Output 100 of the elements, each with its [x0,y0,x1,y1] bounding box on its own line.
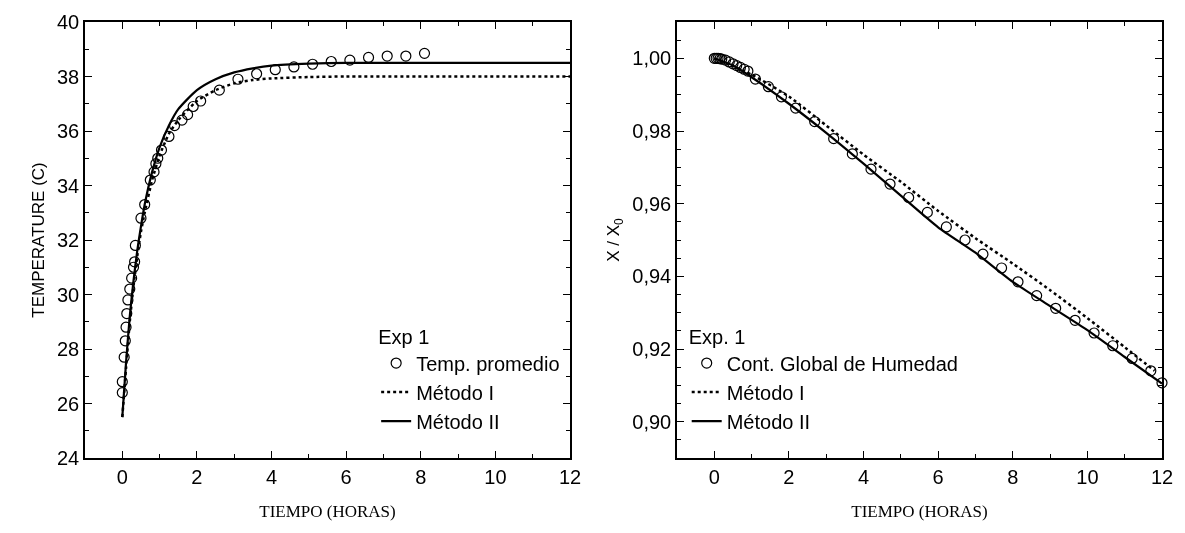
point [150,158,162,170]
point [121,307,133,320]
x-tick-label: 6 [932,465,944,488]
point [775,91,788,103]
point [940,221,952,233]
y-axis-title: TEMPERATURE (C) [29,162,49,318]
point [152,152,164,164]
point [124,283,136,295]
x-tick-label: 4 [857,465,870,488]
point [903,191,915,204]
point [727,58,739,70]
point [148,166,160,178]
point [119,335,131,347]
y-tick-label: 38 [57,65,80,88]
x-tick-label: 6 [340,465,352,488]
point [738,63,750,75]
point [1088,327,1100,339]
point [846,148,858,160]
legend-title: Exp 1 [378,325,430,348]
y-tick-label: 28 [57,338,80,360]
y-tick-label: 24 [57,447,80,469]
point [120,321,132,333]
point [306,58,319,70]
point [1107,340,1119,352]
x-tick-label: 0 [708,465,720,488]
legend-label: Método II [726,410,811,433]
point [269,64,281,76]
point [884,178,896,190]
x-axis-title: TIEMPO (HORAS) [851,501,988,521]
y-tick-label: 0,98 [632,120,672,142]
point [116,376,128,388]
point [127,261,140,273]
x-tick-label: 8 [415,465,427,488]
legend-label: Método II [416,410,500,433]
point [959,234,971,246]
y-tick-label: 34 [57,174,80,197]
y-tick-label: 36 [57,120,80,142]
point [734,61,747,74]
y-tick-label: 0,94 [632,265,672,288]
point [723,56,735,68]
point [1145,365,1157,377]
point [213,84,225,96]
point [163,130,175,143]
y-tick-label: 1,00 [632,47,672,70]
point [144,174,156,186]
point [762,81,774,93]
point [1012,276,1024,288]
point [187,100,199,113]
x-tick-label: 10 [484,465,507,488]
point [155,144,168,156]
y-tick-label: 0,96 [632,192,672,215]
legend-label: Cont. Global de Humedad [726,352,958,375]
point [182,109,194,121]
x-tick-label: 8 [1007,465,1019,488]
x-tick-label: 12 [558,465,582,488]
point [400,50,412,62]
legend-title: Exp. 1 [688,325,746,348]
point [344,54,356,66]
point [325,55,337,68]
point [977,248,989,260]
point [749,73,761,85]
x-tick-label: 4 [265,465,278,488]
point [865,163,877,175]
x-tick-label: 0 [116,465,128,488]
point [232,73,244,85]
y-tick-label: 30 [57,283,80,306]
point [139,198,151,211]
point [995,262,1008,274]
point [790,102,802,114]
legend-label: Temp. promedio [416,352,560,375]
point [1050,302,1062,314]
x-axis-title: TIEMPO (HORAS) [259,501,396,521]
legend-label: Método I [726,381,805,404]
point [719,54,732,66]
point [288,61,300,73]
point [1156,377,1168,389]
point [1031,289,1043,302]
x-tick-label: 12 [1150,465,1174,488]
point [418,47,431,59]
point [168,119,181,132]
point [118,351,130,363]
point [1069,314,1081,326]
point [195,95,207,107]
y-tick-label: 26 [57,392,80,415]
point [129,256,141,268]
x-tick-label: 2 [191,465,203,488]
point [116,387,128,399]
point [129,239,141,252]
y-tick-label: 32 [57,229,80,251]
point [921,206,933,218]
point [828,133,840,145]
point [126,272,138,284]
legend-label: Método I [416,381,494,404]
point [1126,352,1138,365]
point [176,114,188,126]
point [809,115,821,128]
point [742,65,754,77]
point [381,50,393,62]
y-tick-label: 0,90 [632,410,672,433]
point [731,60,743,72]
